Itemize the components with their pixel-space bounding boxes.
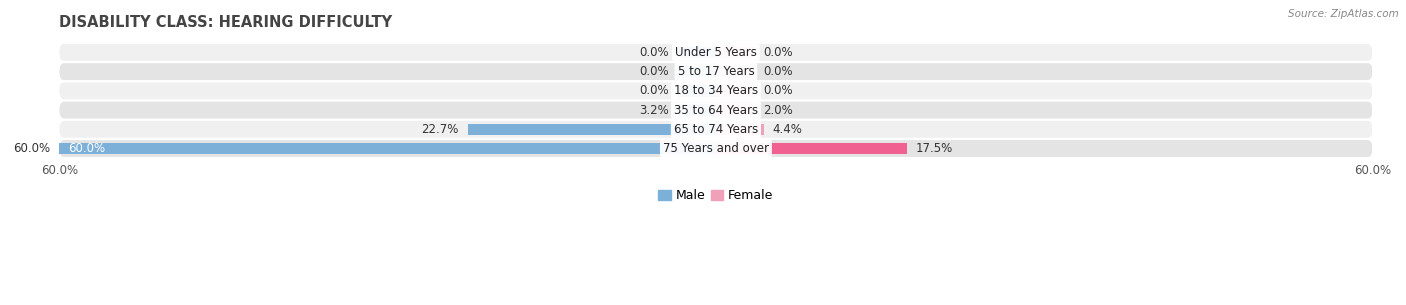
Text: DISABILITY CLASS: HEARING DIFFICULTY: DISABILITY CLASS: HEARING DIFFICULTY [59, 15, 392, 30]
Bar [678, 47, 716, 58]
Text: 0.0%: 0.0% [763, 46, 793, 59]
Text: 22.7%: 22.7% [422, 123, 458, 136]
Bar [716, 143, 907, 154]
Legend: Male, Female: Male, Female [654, 185, 779, 207]
Text: 3.2%: 3.2% [640, 104, 669, 117]
Text: 0.0%: 0.0% [640, 46, 669, 59]
Text: 18 to 34 Years: 18 to 34 Years [673, 84, 758, 97]
Text: 17.5%: 17.5% [917, 142, 953, 155]
Text: 75 Years and over: 75 Years and over [662, 142, 769, 155]
Bar [468, 124, 716, 135]
Text: 0.0%: 0.0% [763, 65, 793, 78]
Bar [678, 66, 716, 77]
Bar [716, 104, 754, 116]
Bar [678, 104, 716, 116]
FancyBboxPatch shape [59, 82, 1372, 99]
Bar [716, 124, 763, 135]
Text: 60.0%: 60.0% [14, 142, 51, 155]
Bar [678, 85, 716, 97]
Bar [716, 85, 754, 97]
Text: 5 to 17 Years: 5 to 17 Years [678, 65, 754, 78]
FancyBboxPatch shape [59, 121, 1372, 138]
FancyBboxPatch shape [59, 140, 1372, 157]
Text: 35 to 64 Years: 35 to 64 Years [673, 104, 758, 117]
Bar [716, 66, 754, 77]
Text: 4.4%: 4.4% [773, 123, 803, 136]
FancyBboxPatch shape [59, 44, 1372, 61]
Bar [716, 47, 754, 58]
Text: 0.0%: 0.0% [640, 65, 669, 78]
Text: 60.0%: 60.0% [67, 142, 105, 155]
Bar [59, 143, 716, 154]
Text: Under 5 Years: Under 5 Years [675, 46, 756, 59]
FancyBboxPatch shape [59, 63, 1372, 80]
Text: 0.0%: 0.0% [640, 84, 669, 97]
Text: 65 to 74 Years: 65 to 74 Years [673, 123, 758, 136]
Text: 2.0%: 2.0% [763, 104, 793, 117]
Text: 0.0%: 0.0% [763, 84, 793, 97]
Text: Source: ZipAtlas.com: Source: ZipAtlas.com [1288, 9, 1399, 19]
FancyBboxPatch shape [59, 102, 1372, 119]
